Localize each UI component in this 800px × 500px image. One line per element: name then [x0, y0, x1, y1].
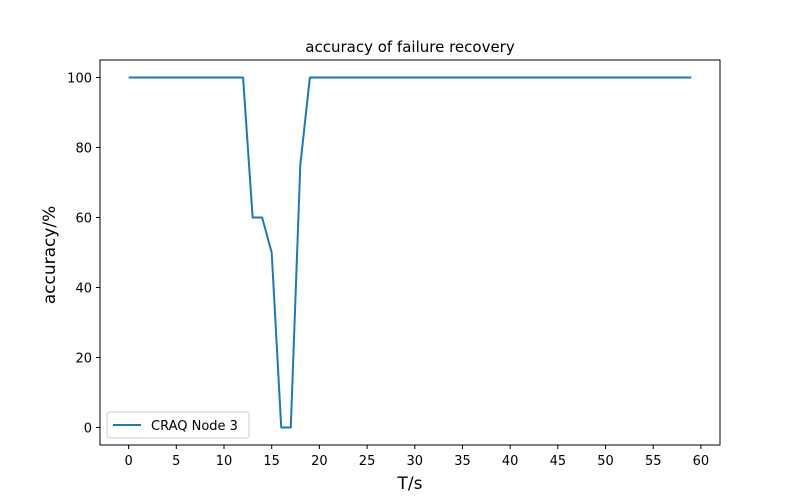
x-tick-label: 0: [124, 454, 132, 469]
y-tick-label: 40: [75, 282, 92, 297]
y-tick-label: 0: [84, 422, 92, 437]
x-tick-label: 55: [645, 454, 662, 469]
x-tick-label: 15: [263, 454, 280, 469]
legend-box: [106, 411, 250, 439]
series-line: [128, 76, 692, 429]
x-tick-label: 25: [359, 454, 376, 469]
x-tick-label: 60: [693, 454, 710, 469]
x-axis-title: T/s: [397, 474, 423, 494]
legend: CRAQ Node 3: [106, 411, 250, 439]
x-tick-label: 10: [216, 454, 233, 469]
series-layer: [128, 76, 692, 429]
x-tick-label: 45: [550, 454, 567, 469]
x-tick-label: 20: [311, 454, 328, 469]
y-tick-label: 80: [75, 142, 92, 157]
legend-label: CRAQ Node 3: [151, 419, 238, 434]
x-tick-label: 40: [502, 454, 519, 469]
axis-layer: 0 5 10 15 20 25 30 35 40 45 50 55 60 0 20 40 60 80 100: [67, 72, 709, 470]
x-tick-label: 50: [597, 454, 614, 469]
plot-frame: [99, 59, 721, 446]
x-tick-label: 30: [406, 454, 423, 469]
y-tick-label: 100: [67, 72, 92, 87]
x-tick-label: 35: [454, 454, 471, 469]
y-tick-label: 20: [75, 352, 92, 367]
chart-title: accuracy of failure recovery: [305, 38, 515, 56]
x-tick-label: 5: [172, 454, 180, 469]
y-axis-title: accuracy/%: [40, 206, 60, 305]
y-tick-label: 60: [75, 212, 92, 227]
